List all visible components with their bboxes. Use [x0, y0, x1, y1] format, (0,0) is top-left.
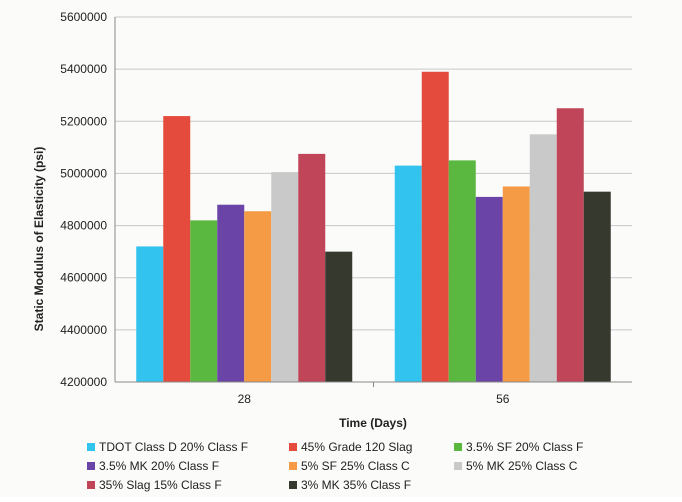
legend-label: 35% Slag 15% Class F — [99, 478, 222, 492]
bar-28-series-5 — [244, 211, 272, 382]
x-axis-ticks: 28 56 — [238, 382, 510, 406]
legend-swatch — [454, 462, 462, 470]
legend-item: 5% MK 25% Class C — [454, 459, 578, 473]
legend-label: 3.5% SF 20% Class F — [466, 440, 583, 454]
legend-swatch — [87, 481, 95, 489]
legend-label: TDOT Class D 20% Class F — [99, 440, 248, 454]
legend-item: 3.5% MK 20% Class F — [87, 459, 219, 473]
bar-56-series-8 — [583, 191, 611, 382]
y-axis-ticks: 4200000 4400000 4600000 4800000 5000000 52000… — [60, 10, 107, 389]
x-tick-label: 56 — [496, 392, 510, 406]
bar-28-series-3 — [190, 220, 218, 382]
legend-swatch — [289, 462, 297, 470]
bar-56-series-2 — [421, 71, 449, 382]
legend-item: 45% Grade 120 Slag — [289, 440, 412, 454]
legend-label: 3% MK 35% Class F — [301, 478, 411, 492]
legend-label: 3.5% MK 20% Class F — [99, 459, 219, 473]
bar-56-series-6 — [529, 134, 557, 382]
legend-label: 5% SF 25% Class C — [301, 459, 410, 473]
bar-28-series-2 — [163, 116, 191, 383]
bar-56-series-4 — [475, 196, 503, 382]
y-tick-label: 4600000 — [60, 271, 107, 285]
legend-item: 5% SF 25% Class C — [289, 459, 410, 473]
y-tick-label: 5400000 — [60, 62, 107, 76]
y-tick-label: 4200000 — [60, 375, 107, 389]
bar-56-series-7 — [556, 108, 584, 382]
bar-28-series-6 — [271, 172, 299, 382]
x-axis-title: Time (Days) — [339, 416, 407, 430]
y-tick-label: 4800000 — [60, 219, 107, 233]
y-tick-label: 5000000 — [60, 166, 107, 180]
legend-item: 35% Slag 15% Class F — [87, 478, 222, 492]
x-tick-label: 28 — [238, 392, 252, 406]
bar-28-series-1 — [136, 246, 164, 382]
bar-56-series-1 — [394, 165, 422, 382]
legend: TDOT Class D 20% Class F 45% Grade 120 Sl… — [87, 440, 583, 492]
bar-28-series-8 — [325, 251, 353, 382]
bar-28-series-4 — [217, 204, 245, 382]
legend-label: 5% MK 25% Class C — [466, 459, 578, 473]
y-tick-label: 4400000 — [60, 323, 107, 337]
legend-swatch — [87, 443, 95, 451]
y-tick-label: 5200000 — [60, 114, 107, 128]
legend-item: TDOT Class D 20% Class F — [87, 440, 248, 454]
bar-56-series-3 — [448, 160, 476, 382]
legend-swatch — [289, 443, 297, 451]
y-tick-label: 5600000 — [60, 10, 107, 24]
y-axis-title: Static Modulus of Elasticity (psi) — [32, 147, 46, 332]
legend-label: 45% Grade 120 Slag — [301, 440, 412, 454]
legend-item: 3.5% SF 20% Class F — [454, 440, 583, 454]
legend-swatch — [454, 443, 462, 451]
legend-swatch — [289, 481, 297, 489]
legend-item: 3% MK 35% Class F — [289, 478, 411, 492]
bars — [136, 71, 611, 383]
bar-56-series-5 — [502, 186, 530, 382]
bar-28-series-7 — [298, 153, 326, 382]
legend-swatch — [87, 462, 95, 470]
